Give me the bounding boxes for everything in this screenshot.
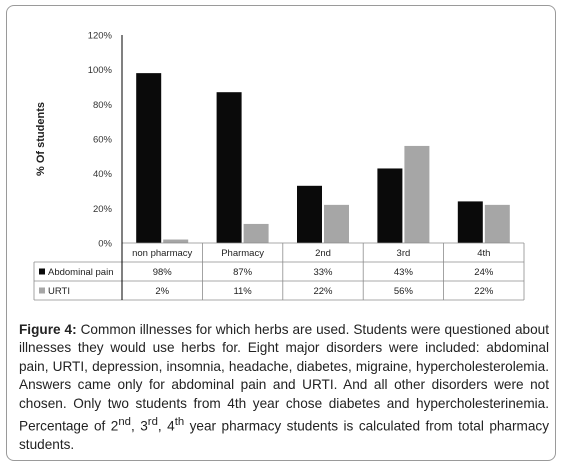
caption-text: Common illnesses for which herbs are use… <box>19 322 550 434</box>
caption-label: Figure 4: <box>19 322 77 337</box>
data-label: 24% <box>474 267 494 278</box>
bars <box>136 73 510 243</box>
caption-tail: year pharmacy students is calculated fro… <box>19 418 549 452</box>
x-category-label: 4th <box>477 248 490 259</box>
x-category-label: Pharmacy <box>221 248 264 259</box>
figure-caption: Figure 4: Common illnesses for which her… <box>19 321 549 454</box>
bar-urti <box>163 239 189 243</box>
y-axis-ticks: 0% 20% 40% 60% 80% 100% 120% <box>88 31 113 250</box>
y-tick-label: 0% <box>98 239 112 250</box>
bar-urti <box>324 204 349 243</box>
caption-sup-th: th <box>174 416 185 429</box>
x-category-label: 3rd <box>397 248 411 259</box>
y-tick-label: 20% <box>93 204 113 215</box>
data-label: 43% <box>394 267 414 278</box>
caption-sep-2: , 4 <box>157 418 175 434</box>
data-label: 87% <box>233 267 253 278</box>
legend-label: Abdominal pain <box>48 267 114 278</box>
y-tick-label: 80% <box>93 100 113 111</box>
x-category-label: 2nd <box>315 248 331 259</box>
data-label: 11% <box>233 286 252 297</box>
data-label: 22% <box>313 286 333 297</box>
y-tick-label: 100% <box>88 65 113 76</box>
data-label: 56% <box>394 286 414 297</box>
data-label: 33% <box>313 267 333 278</box>
y-tick-label: 120% <box>88 31 113 42</box>
bar-urti <box>404 145 430 243</box>
legend-label: URTI <box>48 286 70 297</box>
bar-abdominal-pain <box>136 73 162 243</box>
legend-key-abdominal-pain <box>39 268 45 275</box>
data-label: 22% <box>474 286 494 297</box>
caption-sup-nd: nd <box>118 416 131 429</box>
data-label: 98% <box>153 267 173 278</box>
data-table: non pharmacy Pharmacy 2nd 3rd 4th Abdominal p… <box>33 242 525 301</box>
data-label: 2% <box>155 286 169 297</box>
bar-abdominal-pain <box>216 92 242 243</box>
bar-abdominal-pain <box>377 168 403 243</box>
caption-sep-1: , 3 <box>130 418 148 434</box>
y-tick-label: 40% <box>93 169 113 180</box>
legend-key-urti <box>39 287 45 294</box>
bar-abdominal-pain <box>297 185 322 243</box>
bar-urti <box>484 204 510 243</box>
bar-abdominal-pain <box>457 201 483 243</box>
bar-urti <box>243 223 269 243</box>
y-tick-label: 60% <box>93 135 113 146</box>
caption-sup-rd: rd <box>147 416 158 429</box>
y-axis-label: % Of students <box>35 102 47 176</box>
x-category-label: non pharmacy <box>132 248 192 259</box>
bar-chart: 0% 20% 40% 60% 80% 100% 120% non pharmacy Pharm… <box>33 31 525 301</box>
